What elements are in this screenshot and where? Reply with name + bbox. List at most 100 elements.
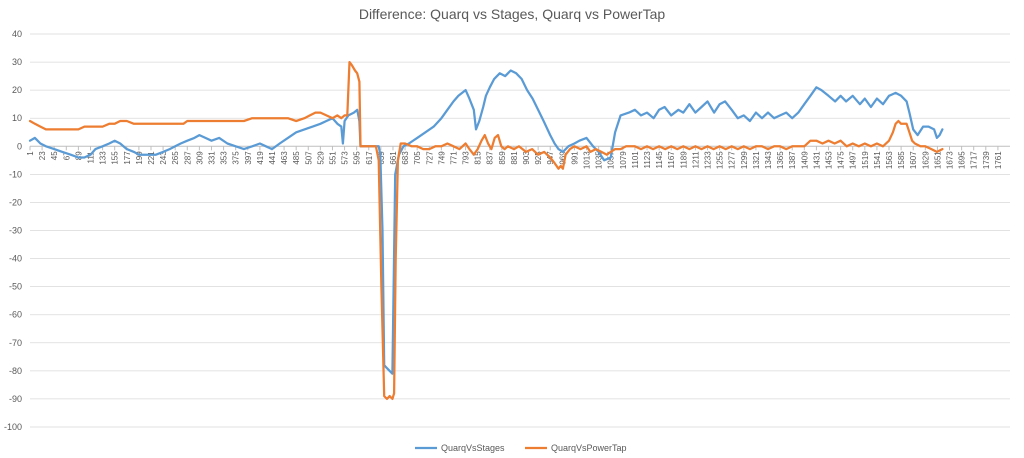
series-line-quarqvspowertap: [28, 60, 944, 401]
x-tick-label: 529: [316, 151, 325, 165]
x-tick-label: 1255: [716, 151, 725, 169]
x-tick-label: 1299: [740, 151, 749, 169]
x-tick-label: 353: [220, 151, 229, 165]
y-tick-label: 40: [12, 29, 22, 39]
y-tick-label: -20: [9, 197, 22, 207]
x-tick-label: 705: [413, 151, 422, 165]
x-tick-label: 1607: [909, 151, 918, 169]
x-tick-label: 859: [498, 151, 507, 165]
x-tick-label: 89: [74, 151, 83, 160]
x-tick-label: 1189: [679, 151, 688, 169]
x-tick-label: 595: [353, 151, 362, 165]
x-tick-label: 199: [135, 151, 144, 165]
x-tick-label: 1673: [946, 151, 955, 169]
y-tick-label: -30: [9, 226, 22, 236]
x-tick-label: 221: [147, 151, 156, 165]
x-tick-label: 1277: [728, 151, 737, 169]
x-tick-label: 1365: [776, 151, 785, 169]
y-tick-label: 20: [12, 85, 22, 95]
x-tick-label: 1695: [958, 151, 967, 169]
x-tick-label: 1629: [921, 151, 930, 169]
x-tick-label: 507: [304, 151, 313, 165]
y-axis: 40 30 20 10 0 -10 -20 -30 -40 -50 -60 -70 -80 -90 -100: [4, 29, 22, 432]
x-tick-label: 1: [26, 151, 35, 156]
x-tick-label: 617: [365, 151, 374, 165]
x-tick-label: 749: [437, 151, 446, 165]
x-tick-label: 1453: [825, 151, 834, 169]
y-tick-label: 30: [12, 57, 22, 67]
y-tick-label: -60: [9, 310, 22, 320]
x-tick-label: 375: [232, 151, 241, 165]
series-line-quarqvsstages: [28, 69, 944, 375]
y-tick-label: -10: [9, 169, 22, 179]
y-tick-label: -50: [9, 282, 22, 292]
x-tick-label: 1585: [897, 151, 906, 169]
x-tick-label: 441: [268, 151, 277, 165]
chart-title: Difference: Quarq vs Stages, Quarq vs Po…: [359, 6, 666, 22]
legend: QuarqVsStages QuarqVsPowerTap: [415, 443, 627, 453]
x-tick-label: 1035: [595, 151, 604, 169]
x-tick-label: 771: [449, 151, 458, 165]
x-tick-label: 1101: [631, 151, 640, 169]
x-tick-label: 727: [425, 151, 434, 165]
x-tick-label: 969: [558, 151, 567, 165]
x-tick-label: 1717: [970, 151, 979, 169]
y-tick-label: -100: [4, 422, 22, 432]
y-tick-label: -80: [9, 366, 22, 376]
x-tick-label: 287: [183, 151, 192, 165]
x-tick-label: 1013: [583, 151, 592, 169]
x-tick-label: 1123: [643, 151, 652, 169]
x-tick-label: 793: [462, 151, 471, 165]
x-tick-label: 1475: [837, 151, 846, 169]
x-tick-label: 1497: [849, 151, 858, 169]
x-tick-label: 1343: [764, 151, 773, 169]
legend-label-quarqvspowertap: QuarqVsPowerTap: [551, 443, 627, 453]
x-tick-label: 397: [244, 151, 253, 165]
x-tick-label: 925: [534, 151, 543, 165]
x-tick-label: 1563: [885, 151, 894, 169]
x-tick-label: 133: [99, 151, 108, 165]
x-tick-label: 1761: [994, 151, 1003, 169]
x-tick-label: 1519: [861, 151, 870, 169]
x-tick-label: 1541: [873, 151, 882, 169]
x-tick-label: 419: [256, 151, 265, 165]
x-tick-label: 331: [207, 151, 216, 165]
legend-label-quarqvsstages: QuarqVsStages: [441, 443, 505, 453]
x-tick-label: 177: [123, 151, 132, 165]
x-tick-label: 45: [50, 151, 59, 160]
x-tick-label: 903: [522, 151, 531, 165]
series-lines: [28, 60, 944, 401]
x-tick-label: 551: [328, 151, 337, 165]
x-tick-label: 67: [62, 151, 71, 160]
x-tick-label: 463: [280, 151, 289, 165]
x-tick-label: 1387: [788, 151, 797, 169]
x-tick-label: 1079: [619, 151, 628, 169]
x-tick-label: 1211: [691, 151, 700, 169]
x-tick-label: 155: [111, 151, 120, 165]
x-tick-label: 1431: [812, 151, 821, 169]
x-tick-label: 1233: [704, 151, 713, 169]
x-tick-label: 1651: [933, 151, 942, 169]
x-tick-label: 837: [486, 151, 495, 165]
y-tick-label: 10: [12, 113, 22, 123]
x-tick-label: 881: [510, 151, 519, 165]
x-tick-label: 111: [86, 151, 95, 164]
x-tick-label: 991: [570, 151, 579, 165]
x-tick-label: 485: [292, 151, 301, 165]
x-tick-label: 265: [171, 151, 180, 165]
x-tick-label: 1321: [752, 151, 761, 169]
x-tick-label: 1167: [667, 151, 676, 169]
y-tick-label: -40: [9, 254, 22, 264]
y-tick-label: -70: [9, 338, 22, 348]
x-tick-label: 1145: [655, 151, 664, 169]
x-tick-label: 1739: [982, 151, 991, 169]
x-tick-label: 23: [38, 151, 47, 160]
x-axis: 1 23 45 67 89 111 133 155 177 199 221 243 265 287 309 3…: [26, 145, 1010, 169]
y-tick-label: 0: [17, 141, 22, 151]
x-tick-label: 815: [474, 151, 483, 165]
x-tick-label: 309: [195, 151, 204, 165]
x-tick-label: 243: [159, 151, 168, 165]
x-tick-label: 573: [341, 151, 350, 165]
x-tick-label: 1409: [800, 151, 809, 169]
